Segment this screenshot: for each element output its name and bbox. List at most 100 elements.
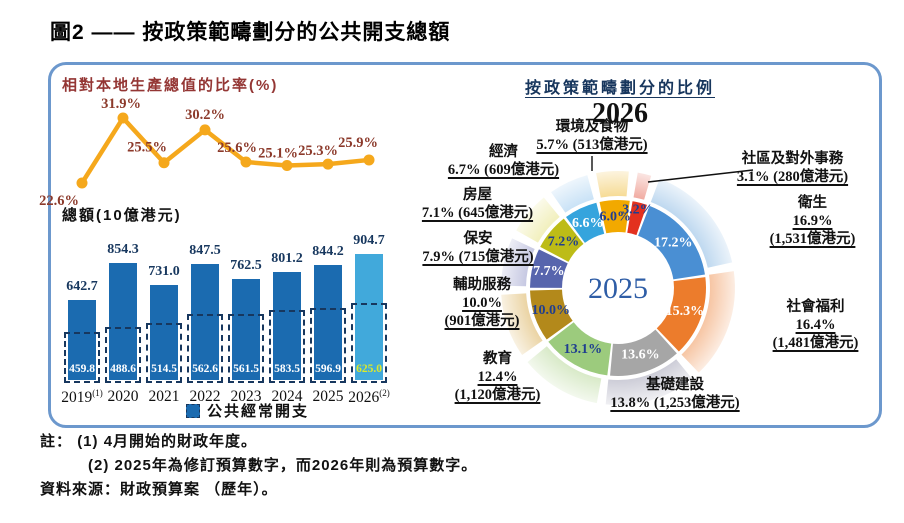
gdp-ratio-line-chart: 22.6% 31.9% 25.5% 30.2% 25.6% 25.1% 25.3%25.9% <box>39 96 378 209</box>
bar-x-label-2026: 2026(2) <box>348 388 390 407</box>
bar-2019 <box>68 300 96 380</box>
outer-arc-基礎建設 <box>605 359 693 405</box>
inner-arc-房屋 <box>540 218 584 262</box>
bar-x-label-2024: 2024 <box>271 388 303 405</box>
bar-2026 <box>355 254 383 380</box>
recurrent-value-label: 561.5 <box>233 363 259 375</box>
line-value-label-2023: 25.6% <box>217 140 257 156</box>
total-bar-chart: 642.7 459.8 2019(1) 854.3 488.6 2020 731.0 514.… <box>46 230 416 420</box>
recurrent-dashed-box <box>351 303 387 383</box>
line-point-2019 <box>76 177 88 189</box>
recurrent-value-label: 488.6 <box>110 363 136 375</box>
line-point-2025 <box>322 158 334 170</box>
inner-pct-label-基礎建設: 13.6% <box>621 348 660 363</box>
bar-total-label: 762.5 <box>230 258 262 273</box>
figure-notes: 註： (1) 4月開始的財政年度。 (2) 2025年為修訂預算數字，而2026… <box>40 430 477 502</box>
line-value-label-2024: 25.1% <box>258 146 298 162</box>
bar-x-label-2023: 2023 <box>230 388 262 405</box>
recurrent-dashed-box <box>269 310 305 383</box>
recurrent-value-label: 625.0 <box>356 363 382 375</box>
line-value-label-2019: 22.6% <box>39 193 79 209</box>
recurrent-value-label: 459.8 <box>69 363 95 375</box>
inner-pct-label-社會福利: 15.3% <box>666 304 705 319</box>
note-2: (2) 2025年為修訂預算數字，而2026年則為預算數字。 <box>88 457 478 474</box>
outer-arc-經濟 <box>551 175 594 213</box>
outer-arc-環境及食物 <box>596 171 629 198</box>
bar-x-label-2022: 2022 <box>189 388 221 405</box>
inner-pct-label-輔助服務: 10.0% <box>532 303 571 318</box>
recurrent-dashed-box <box>105 327 141 383</box>
inner-arc-輔助服務 <box>530 289 573 340</box>
donut-label-infrastructure: 基礎建設 13.8% (1,253億港元) <box>610 377 740 411</box>
bar-2022 <box>191 264 219 380</box>
inner-pct-label-經濟: 6.6% <box>572 216 604 231</box>
donut-label-support-services: 輔助服務 10.0% (901億港元) <box>444 277 520 329</box>
donut-outer-ring-year: 2026 <box>592 98 648 129</box>
inner-arc-環境及食物 <box>599 200 630 234</box>
bar-total-label: 731.0 <box>148 263 180 279</box>
recurrent-dashed-box <box>310 308 346 383</box>
inner-arc-社區及對外事務 <box>627 201 647 236</box>
bar-2025 <box>314 264 342 380</box>
inner-pct-label-衛生: 17.2% <box>654 236 693 251</box>
bar-total-label: 801.2 <box>271 251 303 267</box>
donut-chart-title: 按政策範疇劃分的比例 <box>524 80 715 97</box>
inner-pct-label-環境及食物: 6.0% <box>600 209 632 224</box>
donut-label-social-welfare: 社會福利 16.4% (1,481億港元) <box>772 299 859 351</box>
line-value-label-2020: 31.9% <box>101 96 141 112</box>
inner-arc-基礎建設 <box>610 329 677 376</box>
line-value-label-2026: 25.9% <box>338 135 378 151</box>
total-bar-chart-title: 總額(10億港元) <box>62 207 182 224</box>
donut-label-housing: 房屋 7.1% (645億港元) <box>421 187 534 221</box>
recurrent-expenditure-swatch-icon <box>186 403 200 418</box>
line-value-label-2025: 25.3% <box>298 143 338 159</box>
outer-arc-社區及對外事務 <box>633 172 652 200</box>
inner-pct-label-房屋: 7.2% <box>548 235 580 250</box>
line-point-2024 <box>281 160 293 172</box>
donut-label-community-external: 社區及對外事務 3.1% (280億港元) <box>736 151 849 185</box>
note-1: 註： (1) 4月開始的財政年度。 <box>40 433 258 450</box>
bar-total-label: 844.2 <box>312 243 344 259</box>
outer-arc-保安 <box>501 238 535 287</box>
bar-2021 <box>150 284 178 380</box>
leader-community-external <box>647 169 754 183</box>
inner-arc-經濟 <box>566 202 605 243</box>
outer-arc-輔助服務 <box>501 293 543 355</box>
donut-label-economy: 經濟 6.7% (609億港元) <box>447 144 560 178</box>
inner-pct-label-社區及對外事務: 3.2% <box>622 203 654 218</box>
line-point-2022 <box>199 124 211 136</box>
bar-2023 <box>232 279 260 380</box>
bar-total-label: 642.7 <box>66 279 98 295</box>
line-point-2020 <box>117 112 129 124</box>
donut-label-environment-food: 環境及食物 5.7% (513億港元) <box>536 119 648 153</box>
inner-arc-教育 <box>548 322 612 376</box>
recurrent-dashed-box <box>64 332 100 383</box>
bar-x-label-2021: 2021 <box>148 388 180 405</box>
inner-arc-保安 <box>530 249 568 288</box>
recurrent-expenditure-legend-label: 公共經常開支 <box>207 403 310 420</box>
bar-2020 <box>109 262 137 380</box>
donut-center-year: 2025 <box>588 272 648 305</box>
line-value-label-2021: 25.5% <box>127 140 167 156</box>
outer-arc-衛生 <box>650 178 733 268</box>
recurrent-dashed-box <box>146 322 182 383</box>
recurrent-value-label: 514.5 <box>151 363 177 375</box>
bar-x-label-2019: 2019(1) <box>61 388 103 407</box>
inner-arc-社會福利 <box>656 277 706 352</box>
recurrent-dashed-box <box>187 314 223 383</box>
bar-legend: 公共經常開支 <box>186 400 309 421</box>
outer-arc-房屋 <box>516 197 560 243</box>
recurrent-dashed-box <box>228 314 264 383</box>
inner-pct-label-保安: 7.7% <box>533 264 565 279</box>
outer-arc-教育 <box>527 346 602 404</box>
line-point-2026 <box>363 154 375 166</box>
bar-total-label: 847.5 <box>189 243 221 259</box>
line-point-2023 <box>240 156 252 168</box>
line-point-2021 <box>158 157 170 169</box>
bar-2024 <box>273 272 301 380</box>
recurrent-value-label: 562.6 <box>192 363 218 375</box>
bar-total-label: 904.7 <box>353 233 385 249</box>
policy-area-donut-chart: 6.0%3.2% 17.2% 15.3% 13.6% 13.1% 10.0% 7.7% 7.2… <box>501 156 754 405</box>
gdp-ratio-line <box>79 115 372 186</box>
